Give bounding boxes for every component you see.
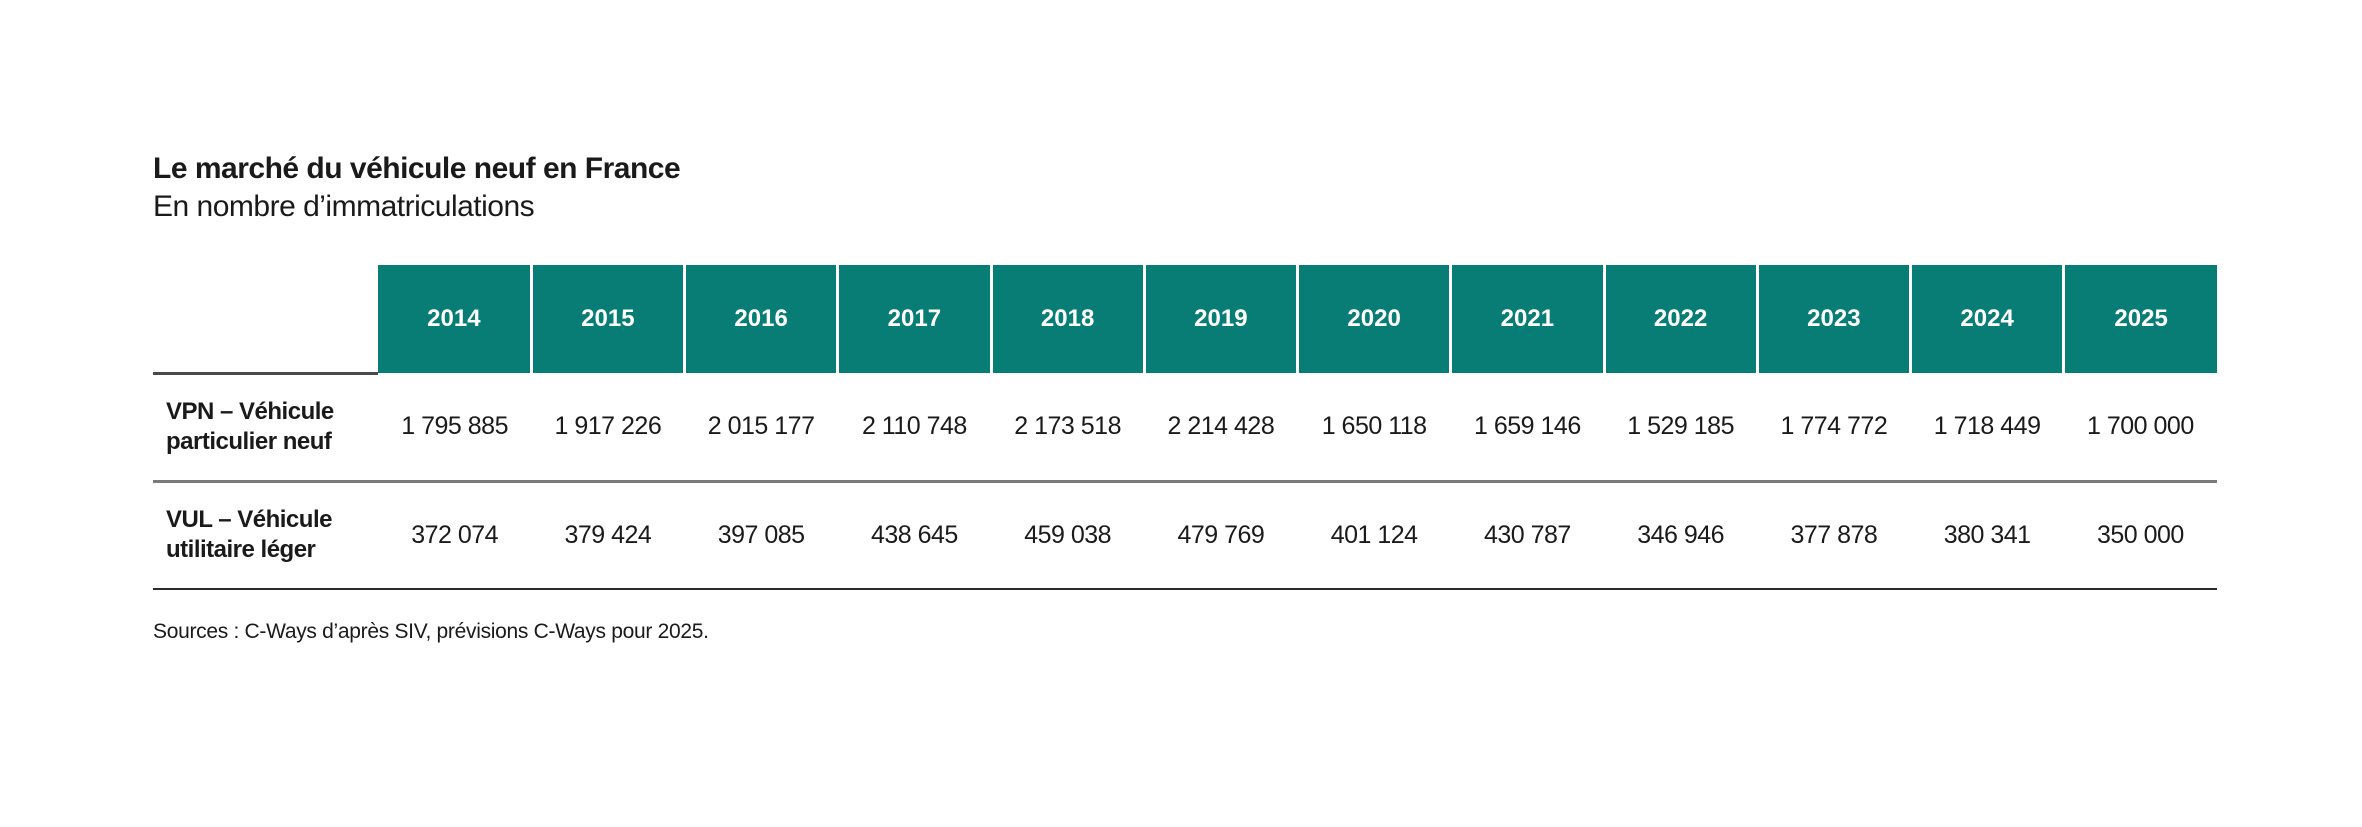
vul-value-2016: 397 085 xyxy=(684,481,838,590)
vpn-value-2021: 1 659 146 xyxy=(1450,373,1604,483)
vul-value-2020: 401 124 xyxy=(1297,481,1451,590)
vpn-value-2024: 1 718 449 xyxy=(1910,373,2064,483)
table-header-row: 2014 2015 2016 2017 2018 2019 2020 2021 … xyxy=(153,265,2217,375)
year-header-2024: 2024 xyxy=(1908,265,2064,373)
vul-value-2019: 479 769 xyxy=(1144,481,1298,590)
corner-cell xyxy=(153,265,378,375)
year-header-2014: 2014 xyxy=(378,265,532,373)
year-header-2019: 2019 xyxy=(1142,265,1298,373)
vul-value-2014: 372 074 xyxy=(378,481,532,590)
vpn-value-2017: 2 110 748 xyxy=(837,373,991,483)
source-note: Sources : C-Ways d’après SIV, prévisions… xyxy=(153,619,709,643)
year-header-2020: 2020 xyxy=(1295,265,1451,373)
vul-value-2023: 377 878 xyxy=(1757,481,1911,590)
figure-canvas: Le marché du véhicule neuf en France En … xyxy=(153,150,2217,644)
vpn-value-2016: 2 015 177 xyxy=(684,373,838,483)
year-header-2022: 2022 xyxy=(1602,265,1758,373)
vul-value-2018: 459 038 xyxy=(991,481,1145,590)
vul-value-2017: 438 645 xyxy=(837,481,991,590)
vul-value-2024: 380 341 xyxy=(1910,481,2064,590)
year-header-2023: 2023 xyxy=(1755,265,1911,373)
vpn-value-2020: 1 650 118 xyxy=(1297,373,1451,483)
vpn-value-2022: 1 529 185 xyxy=(1604,373,1758,483)
row-label-vul: VUL – Véhicule utilitaire léger xyxy=(153,481,378,590)
year-header-2017: 2017 xyxy=(836,265,991,373)
vul-value-2021: 430 787 xyxy=(1450,481,1604,590)
year-header-2015: 2015 xyxy=(529,265,685,373)
registrations-table: 2014 2015 2016 2017 2018 2019 2020 2021 … xyxy=(153,265,2217,590)
chart-title: Le marché du véhicule neuf en France xyxy=(153,152,681,185)
year-header-2018: 2018 xyxy=(989,265,1145,373)
chart-subtitle: En nombre d’immatriculations xyxy=(153,190,535,223)
year-header-2016: 2016 xyxy=(682,265,838,373)
vul-value-2015: 379 424 xyxy=(531,481,685,590)
vul-value-2025: 350 000 xyxy=(2063,481,2217,590)
vpn-value-2025: 1 700 000 xyxy=(2063,373,2217,483)
vul-value-2022: 346 946 xyxy=(1604,481,1758,590)
year-header-2025: 2025 xyxy=(2062,265,2217,373)
vpn-value-2019: 2 214 428 xyxy=(1144,373,1298,483)
table-row-vul: VUL – Véhicule utilitaire léger 372 074 … xyxy=(153,481,2217,590)
vpn-value-2014: 1 795 885 xyxy=(378,373,532,483)
vpn-value-2015: 1 917 226 xyxy=(531,373,685,483)
table-row-vpn: VPN – Véhicule particulier neuf 1 795 88… xyxy=(153,373,2217,483)
vpn-value-2023: 1 774 772 xyxy=(1757,373,1911,483)
row-label-vpn: VPN – Véhicule particulier neuf xyxy=(153,373,378,483)
year-header-2021: 2021 xyxy=(1449,265,1604,373)
vpn-value-2018: 2 173 518 xyxy=(991,373,1145,483)
